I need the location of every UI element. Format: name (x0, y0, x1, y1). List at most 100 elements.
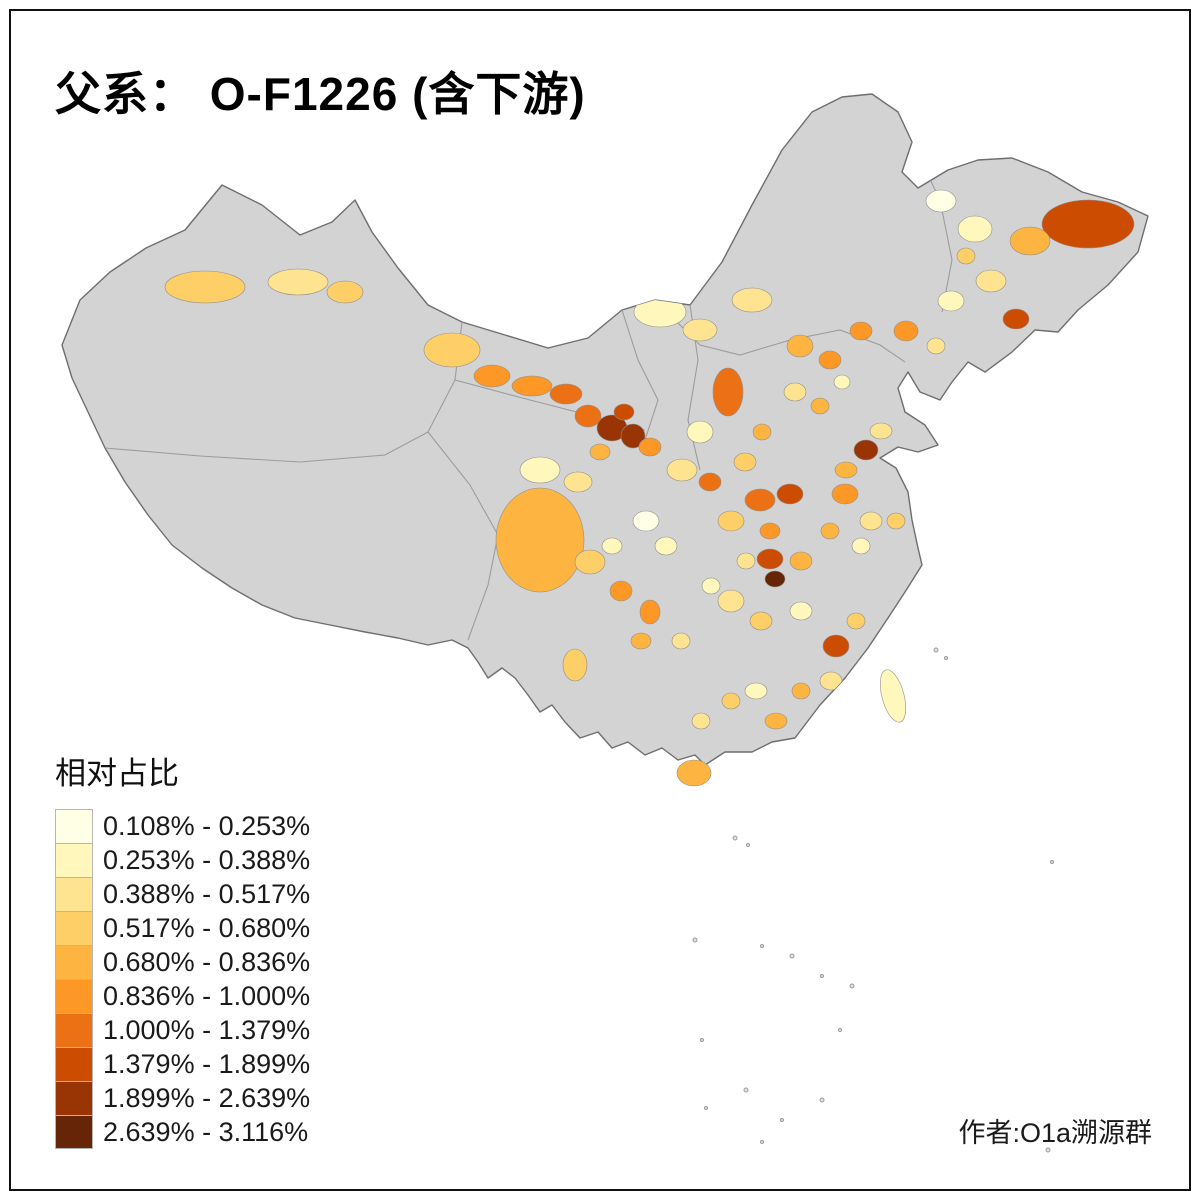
map-region (613, 403, 635, 421)
map-region (601, 537, 623, 555)
map-region (1002, 308, 1030, 330)
map-region (834, 461, 858, 479)
map-region (789, 601, 813, 621)
legend-label: 0.836% - 1.000% (103, 980, 311, 1011)
map-region (879, 669, 907, 723)
map-region (833, 374, 851, 390)
map-region (937, 290, 965, 312)
legend-label: 1.000% - 1.379% (103, 1014, 311, 1045)
map-region (853, 439, 879, 461)
region-patches (164, 189, 1135, 743)
map-region (957, 215, 993, 243)
map-region (764, 712, 788, 730)
map-region (752, 423, 772, 441)
map-region (776, 483, 804, 505)
map-region (756, 548, 784, 570)
map-region (926, 337, 946, 355)
sea-islets (692, 647, 1054, 1153)
map-region (632, 510, 660, 532)
map-region (698, 472, 722, 492)
map-region (731, 287, 773, 313)
legend-swatch (55, 911, 93, 945)
island-regions (676, 669, 907, 787)
legend-swatch (55, 1081, 93, 1115)
map-region (956, 247, 976, 265)
legend-swatch (55, 1115, 93, 1149)
map-region (925, 189, 957, 213)
legend-swatch (55, 1047, 93, 1081)
map-region (701, 577, 721, 595)
legend-item: 0.108% - 0.253% (55, 809, 310, 843)
legend-item: 0.680% - 0.836% (55, 945, 310, 979)
map-region (764, 570, 786, 588)
legend-swatch (55, 877, 93, 911)
map-region (326, 280, 364, 304)
map-region (562, 648, 588, 682)
map-region (574, 404, 602, 428)
map-region (620, 423, 646, 449)
map-region (511, 375, 553, 397)
map-region (495, 487, 585, 593)
map-region (717, 510, 745, 532)
map-region (473, 364, 511, 388)
legend-item: 0.517% - 0.680% (55, 911, 310, 945)
map-region (851, 537, 871, 555)
map-region (654, 536, 678, 556)
map-region (831, 483, 859, 505)
map-region (267, 268, 329, 296)
map-region (686, 420, 714, 444)
legend-label: 0.680% - 0.836% (103, 946, 311, 977)
legend-item: 0.836% - 1.000% (55, 979, 310, 1013)
map-region (549, 383, 583, 405)
map-region (638, 437, 662, 457)
map-region (819, 671, 843, 691)
map-region (733, 452, 757, 472)
map-region (676, 759, 712, 787)
map-region (846, 612, 866, 630)
map-region (749, 611, 773, 631)
map-region (822, 634, 850, 658)
map-region (889, 448, 909, 464)
map-region (519, 456, 561, 484)
legend-swatch (55, 945, 93, 979)
legend-item: 2.639% - 3.116% (55, 1115, 310, 1149)
legend-label: 0.108% - 0.253% (103, 810, 311, 841)
map-region (671, 632, 691, 650)
map-region (744, 682, 768, 700)
legend-item: 1.379% - 1.899% (55, 1047, 310, 1081)
legend-item: 1.000% - 1.379% (55, 1013, 310, 1047)
map-region (786, 334, 814, 358)
legend-label: 1.899% - 2.639% (103, 1082, 311, 1113)
map-region (721, 692, 741, 710)
map-region (589, 443, 611, 461)
map-region (820, 522, 840, 540)
map-region (639, 599, 661, 625)
legend: 相对占比 0.108% - 0.253% 0.253% - 0.388% 0.3… (55, 748, 310, 1149)
map-region (789, 551, 813, 571)
map-region (563, 471, 593, 493)
map-region (1041, 199, 1135, 249)
map-region (574, 549, 606, 575)
map-region (783, 382, 807, 402)
map-region (691, 712, 711, 730)
map-region (423, 332, 481, 368)
map-title: 父系： O-F1226 (含下游) (55, 68, 586, 120)
map-region (791, 682, 811, 700)
map-region (1009, 226, 1051, 256)
legend-label: 0.517% - 0.680% (103, 912, 311, 943)
legend-label: 0.253% - 0.388% (103, 844, 311, 875)
legend-label: 0.388% - 0.517% (103, 878, 311, 909)
map-region (630, 632, 652, 650)
map-region (717, 589, 745, 613)
map-region (666, 458, 698, 482)
map-region (759, 522, 781, 540)
map-region (164, 270, 246, 304)
author-credit: 作者:O1a溯源群 (958, 1118, 1152, 1148)
legend-label: 2.639% - 3.116% (103, 1116, 309, 1147)
legend-swatch (55, 979, 93, 1013)
map-region (712, 367, 744, 417)
legend-rows: 0.108% - 0.253% 0.253% - 0.388% 0.388% -… (55, 809, 310, 1149)
legend-item: 1.899% - 2.639% (55, 1081, 310, 1115)
map-region (810, 397, 830, 415)
